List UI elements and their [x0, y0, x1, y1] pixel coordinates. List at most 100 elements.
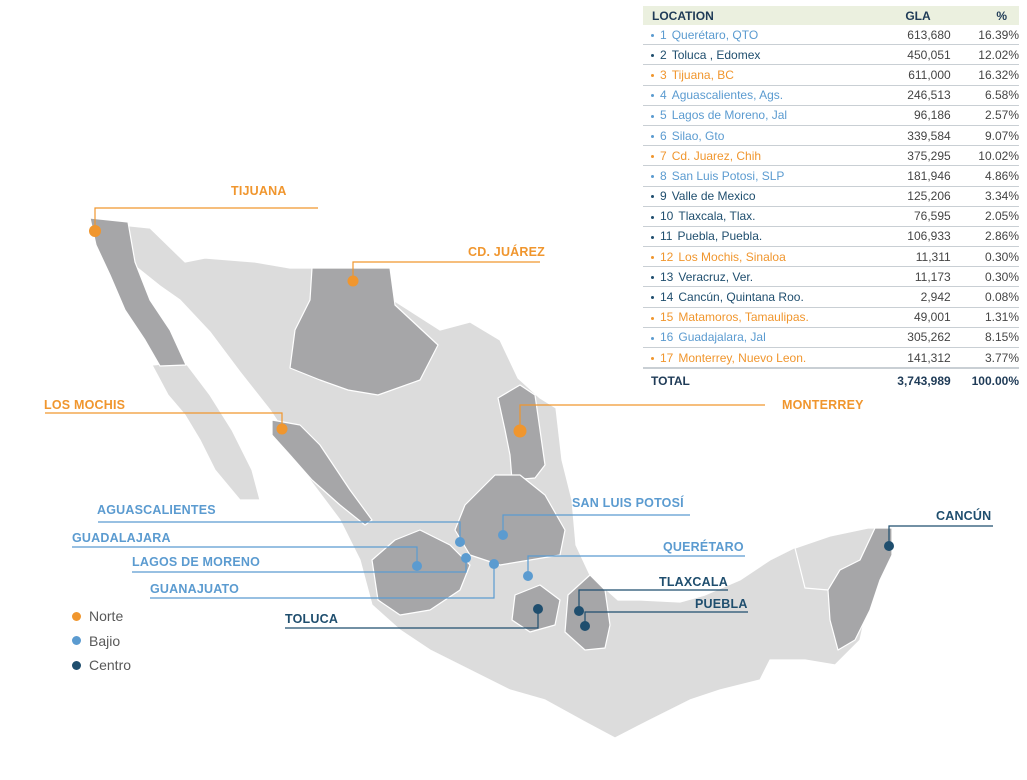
state-baja-california	[89, 217, 187, 367]
label-monterrey: MONTERREY	[782, 398, 864, 412]
row-number: 8	[660, 168, 667, 183]
row-pct: 9.07%	[952, 125, 1019, 147]
row-pct: 4.86%	[952, 165, 1019, 187]
legend-dot-icon	[72, 611, 81, 621]
row-location: 7 Cd. Juarez, Chih	[643, 145, 876, 167]
bullet-icon	[651, 356, 654, 360]
bullet-icon	[651, 235, 654, 239]
row-location: 9 Valle de Mexico	[643, 186, 876, 207]
label-aguascalientes: AGUASCALIENTES	[97, 503, 216, 517]
row-number: 1	[660, 27, 667, 42]
line-tlaxcala	[578, 589, 728, 611]
label-san-luis-potosi: SAN LUIS POTOSÍ	[572, 496, 684, 510]
row-location: 4 Aguascalientes, Ags.	[643, 85, 876, 106]
marker-san-luis	[498, 530, 508, 540]
row-number: 13	[660, 269, 674, 284]
bullet-icon	[651, 74, 654, 78]
row-name: Cancún, Quintana Roo.	[678, 290, 804, 305]
row-gla: 76,595	[875, 206, 953, 227]
row-name: Aguascalientes, Ags.	[671, 88, 784, 103]
marker-guadalajara	[412, 561, 422, 571]
bullet-icon	[651, 296, 654, 300]
legend-item: Centro	[72, 653, 131, 678]
table-row: 15 Matamoros, Tamaulipas. 49,001 1.31%	[643, 307, 1019, 328]
table-row: 10 Tlaxcala, Tlax. 76,595 2.05%	[643, 206, 1019, 227]
row-location: 2 Toluca , Edomex	[643, 44, 876, 66]
row-pct: 8.15%	[952, 327, 1019, 349]
row-pct: 6.58%	[952, 85, 1019, 106]
table-row: 7 Cd. Juarez, Chih 375,295 10.02%	[643, 145, 1019, 167]
label-tlaxcala: TLAXCALA	[659, 575, 728, 589]
line-san-luis	[502, 514, 690, 534]
header-gla: GLA	[875, 6, 953, 25]
bullet-icon	[651, 33, 654, 37]
row-location: 15 Matamoros, Tamaulipas.	[643, 307, 876, 328]
row-pct: 0.30%	[952, 266, 1019, 288]
total-label: TOTAL	[643, 367, 876, 391]
table-row: 2 Toluca , Edomex 450,051 12.02%	[643, 44, 1019, 66]
marker-aguascalientes	[455, 537, 465, 547]
row-number: 10	[660, 209, 674, 224]
row-number: 17	[660, 350, 674, 365]
legend: Norte Bajio Centro	[72, 604, 131, 678]
marker-cd-juarez	[347, 275, 359, 287]
row-location: 1 Querétaro, QTO	[643, 25, 876, 46]
row-name: Tijuana, BC	[671, 67, 734, 82]
leader-lines	[45, 207, 993, 629]
row-pct: 1.31%	[952, 307, 1019, 328]
bullet-icon	[651, 336, 654, 340]
line-queretaro	[527, 555, 745, 575]
row-gla: 49,001	[875, 307, 953, 328]
label-guanajuato: GUANAJUATO	[150, 582, 240, 596]
row-name: Lagos de Moreno, Jal	[671, 108, 788, 123]
line-aguascalientes	[98, 521, 461, 542]
row-name: Querétaro, QTO	[671, 27, 759, 42]
label-queretaro: QUERÉTARO	[663, 540, 744, 554]
row-location: 3 Tijuana, BC	[643, 64, 876, 86]
table-row: 14 Cancún, Quintana Roo. 2,942 0.08%	[643, 286, 1019, 308]
bullet-icon	[651, 114, 654, 118]
bullet-icon	[651, 276, 654, 280]
gla-table: LOCATION GLA % 1 Querétaro, QTO 613,680 16.…	[643, 6, 1019, 391]
row-gla: 2,942	[875, 286, 953, 308]
row-pct: 3.34%	[952, 186, 1019, 207]
row-gla: 611,000	[875, 64, 953, 86]
row-name: Monterrey, Nuevo Leon.	[678, 350, 807, 365]
line-monterrey	[519, 404, 765, 430]
row-name: Guadajalara, Jal	[678, 330, 766, 345]
row-number: 15	[660, 310, 674, 325]
legend-label: Centro	[89, 657, 132, 674]
line-puebla	[584, 611, 748, 625]
line-cd-juarez	[352, 261, 540, 280]
table-row: 17 Monterrey, Nuevo Leon. 141,312 3.77%	[643, 347, 1019, 369]
row-number: 4	[660, 88, 667, 103]
marker-monterrey	[513, 424, 527, 438]
row-location: 12 Los Mochis, Sinaloa	[643, 246, 876, 268]
bullet-icon	[651, 175, 654, 179]
table-row: 13 Veracruz, Ver. 11,173 0.30%	[643, 266, 1019, 288]
row-pct: 2.57%	[952, 105, 1019, 126]
row-gla: 375,295	[875, 145, 953, 167]
bullet-icon	[651, 134, 654, 138]
table-row: 5 Lagos de Moreno, Jal 96,186 2.57%	[643, 105, 1019, 126]
row-location: 10 Tlaxcala, Tlax.	[643, 206, 876, 227]
row-pct: 12.02%	[952, 44, 1019, 66]
legend-item: Norte	[72, 604, 131, 629]
state-quintana-roo	[827, 527, 893, 651]
label-lagos-de-moreno: LAGOS DE MORENO	[132, 555, 261, 569]
map-land-dark	[89, 217, 893, 651]
marker-guanajuato	[489, 559, 499, 569]
row-number: 14	[660, 290, 674, 305]
marker-tlaxcala	[574, 606, 584, 616]
row-pct: 3.77%	[952, 347, 1019, 369]
table-row: 16 Guadajalara, Jal 305,262 8.15%	[643, 327, 1019, 349]
label-los-mochis: LOS MOCHIS	[44, 398, 126, 412]
row-gla: 125,206	[875, 186, 953, 207]
line-guadalajara	[72, 546, 418, 565]
state-slp-bajio	[454, 474, 566, 566]
marker-queretaro	[523, 571, 533, 581]
row-pct: 0.08%	[952, 286, 1019, 308]
row-name: Silao, Gto	[671, 128, 725, 143]
label-guadalajara: GUADALAJARA	[72, 531, 171, 545]
